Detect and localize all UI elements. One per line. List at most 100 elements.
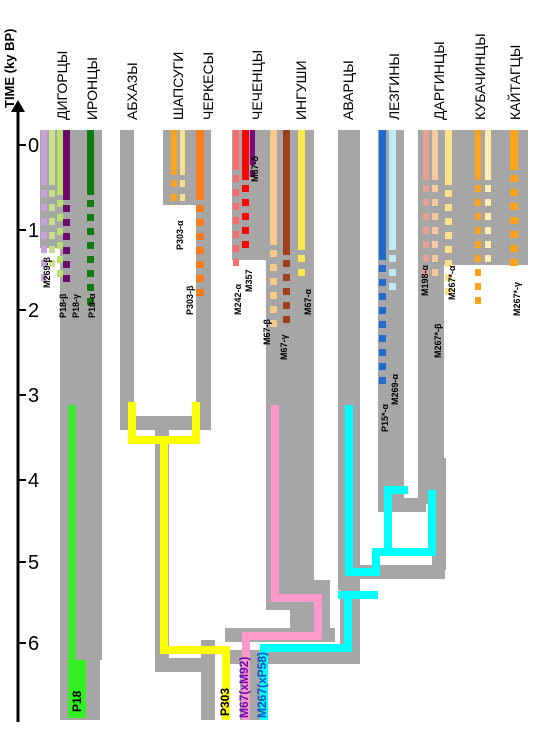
lineage-dash (270, 250, 277, 257)
lineage-strip (283, 130, 290, 255)
lineage-label: P18-γ (71, 294, 81, 318)
lineage-dash (283, 288, 290, 295)
lineage-dash (57, 242, 63, 249)
lineage-label: M269-β (42, 256, 52, 288)
lineage-dash (485, 199, 491, 206)
lineage-strip (485, 130, 491, 180)
lineage-strip (423, 130, 429, 180)
root-label-m67: M67(xM92) (237, 657, 251, 718)
lineage-dash (510, 189, 518, 196)
lineage-dash (171, 194, 177, 201)
lineage-label: M267*-α (447, 265, 457, 300)
lineage-dash (49, 246, 55, 253)
lineage-dash (423, 227, 429, 234)
lineage-dash (510, 259, 518, 266)
lineage-dash (87, 270, 94, 277)
gray-branch (120, 130, 134, 430)
lineage-dash (389, 283, 396, 290)
lineage-dash (475, 297, 481, 304)
gray-branch (155, 658, 215, 672)
lineage-label: M67-δ (250, 155, 260, 182)
lineage-label: M67-γ (279, 334, 289, 360)
root-label-m267: M267(xP58) (255, 652, 269, 718)
lineage-dash (445, 232, 452, 239)
lineage-dash (379, 293, 386, 300)
lineage-label: M198-α (420, 264, 430, 296)
lineage-dash (270, 306, 277, 313)
lineage-strip (196, 130, 204, 200)
lineage-dash (475, 199, 481, 206)
lineage-dash (270, 278, 277, 285)
lineage-dash (432, 227, 438, 234)
lineage-dash (379, 363, 386, 370)
lineage-dash (242, 185, 249, 192)
lineage-dash (57, 270, 63, 277)
lineage-strip (242, 130, 249, 180)
lineage-dash (445, 218, 452, 225)
lineage-dash (379, 321, 386, 328)
lineage-dash (510, 203, 518, 210)
root-label-p303: P303 (218, 688, 232, 716)
lineage-dash (485, 185, 491, 192)
lineage-dash (57, 200, 63, 207)
axis-arrow-icon (11, 100, 25, 112)
lineage-dash (233, 245, 239, 252)
lineage-strip (510, 130, 518, 170)
p18-root (68, 660, 86, 718)
lineage-strip (432, 130, 438, 180)
lineage-dash (432, 269, 438, 276)
gray-branch (418, 250, 444, 470)
lineage-strips (41, 130, 518, 384)
m67-route (242, 405, 322, 720)
lineage-dash (63, 275, 70, 282)
lineage-dash (87, 214, 94, 221)
lineage-dash (423, 241, 429, 248)
lineage-dash (379, 279, 386, 286)
lineage-strip (57, 130, 63, 195)
lineage-dash (432, 185, 438, 192)
lineage-dash (63, 261, 70, 268)
lineage-label: P303-β (185, 285, 195, 315)
lineage-dash (423, 213, 429, 220)
lineage-dash (432, 255, 438, 262)
lineage-dash (41, 204, 47, 211)
lineage-labels: M269-β P18-β P18-γ P18-α P303-α P303-β M… (42, 155, 522, 432)
population-label: ЧЕЧЕНЦЫ (249, 50, 265, 120)
lineage-dash (445, 204, 452, 211)
tick-label: 4 (28, 470, 39, 492)
lineage-strip (270, 130, 277, 245)
tick-label: 6 (28, 633, 39, 655)
lineage-dash (41, 246, 47, 253)
population-label: ШАПСУГИ (170, 52, 186, 120)
lineage-dash (475, 269, 481, 276)
lineage-dash (423, 199, 429, 206)
lineage-label: P303-α (175, 220, 185, 250)
lineage-dash (49, 218, 55, 225)
lineage-dash (242, 241, 249, 248)
lineage-strip (180, 130, 185, 175)
root-label-p18: P18 (70, 690, 84, 712)
lineage-dash (41, 232, 47, 239)
gray-branch (201, 640, 215, 720)
population-label: КУБАЧИНЦЫ (472, 33, 488, 120)
lineage-dash (298, 269, 305, 276)
lineage-strip (171, 130, 177, 175)
lineage-dash (250, 170, 255, 177)
axis-title: TIME (ky BP) (2, 29, 17, 108)
lineage-dash (233, 259, 239, 266)
lineage-dash (485, 241, 491, 248)
lineage-strip (87, 130, 94, 195)
lineage-dash (242, 227, 249, 234)
lineage-dash (57, 256, 63, 263)
tick-label: 0 (28, 135, 39, 157)
lineage-dash (63, 205, 70, 212)
tick-label: 1 (28, 220, 39, 242)
lineage-dash (475, 283, 481, 290)
lineage-dash (49, 190, 55, 197)
lineage-strip (250, 130, 255, 165)
lineage-dash (283, 302, 290, 309)
lineage-dash (87, 298, 94, 305)
lineage-dash (87, 284, 94, 291)
population-headers: ДИГОРЦЫ ИРОНЦЫ АБХАЗЫ ШАПСУГИ ЧЕРКЕСЫ ЧЕ… (54, 33, 523, 120)
